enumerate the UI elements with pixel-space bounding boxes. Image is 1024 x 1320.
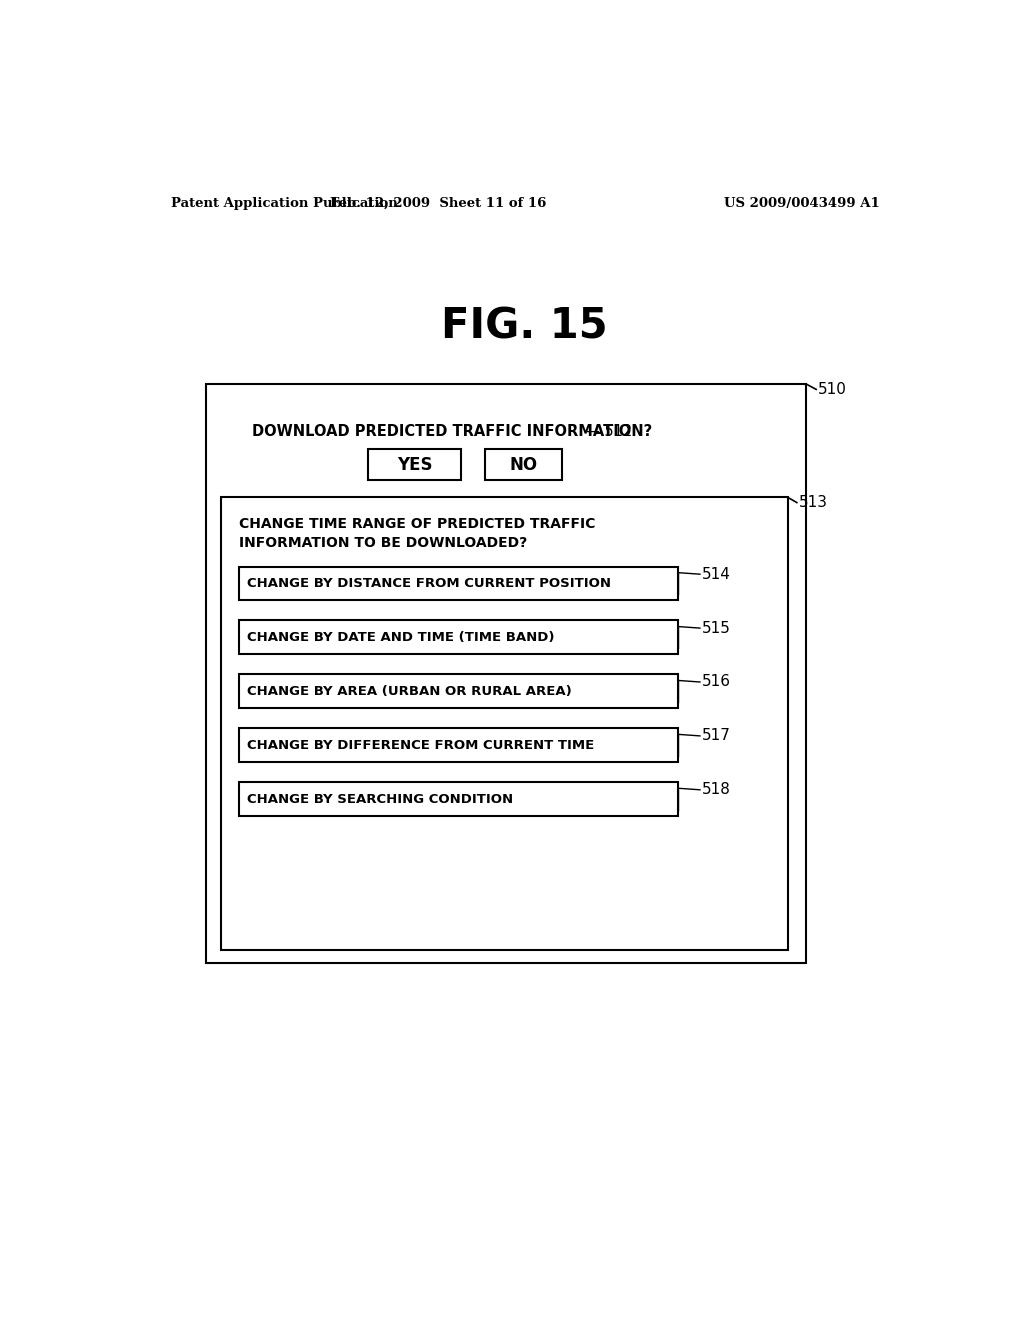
Text: CHANGE BY DISTANCE FROM CURRENT POSITION: CHANGE BY DISTANCE FROM CURRENT POSITION: [247, 577, 610, 590]
Text: YES: YES: [397, 455, 432, 474]
Text: Patent Application Publication: Patent Application Publication: [171, 197, 397, 210]
Text: 515: 515: [701, 620, 730, 636]
Bar: [239, 729, 678, 762]
Text: NO: NO: [509, 455, 538, 474]
Text: CHANGE BY DATE AND TIME (TIME BAND): CHANGE BY DATE AND TIME (TIME BAND): [247, 631, 554, 644]
Text: 517: 517: [701, 729, 730, 743]
Text: Feb. 12, 2009  Sheet 11 of 16: Feb. 12, 2009 Sheet 11 of 16: [330, 197, 546, 210]
Text: CHANGE TIME RANGE OF PREDICTED TRAFFIC: CHANGE TIME RANGE OF PREDICTED TRAFFIC: [239, 517, 595, 531]
Text: 514: 514: [701, 566, 730, 582]
Text: INFORMATION TO BE DOWNLOADED?: INFORMATION TO BE DOWNLOADED?: [239, 536, 527, 550]
Bar: [221, 498, 787, 950]
Bar: [239, 781, 678, 816]
Bar: [369, 449, 461, 480]
Text: FIG. 15: FIG. 15: [441, 305, 608, 347]
Text: US 2009/0043499 A1: US 2009/0043499 A1: [724, 197, 880, 210]
Bar: [206, 384, 806, 964]
Text: 510: 510: [818, 381, 847, 397]
Bar: [239, 675, 678, 708]
Text: CHANGE BY AREA (URBAN OR RURAL AREA): CHANGE BY AREA (URBAN OR RURAL AREA): [247, 685, 571, 698]
Text: 518: 518: [701, 783, 730, 797]
Text: 516: 516: [701, 675, 730, 689]
Bar: [484, 449, 562, 480]
Text: — 512: — 512: [586, 424, 633, 440]
Text: CHANGE BY SEARCHING CONDITION: CHANGE BY SEARCHING CONDITION: [247, 792, 513, 805]
Bar: [239, 566, 678, 601]
Text: CHANGE BY DIFFERENCE FROM CURRENT TIME: CHANGE BY DIFFERENCE FROM CURRENT TIME: [247, 739, 594, 751]
Bar: [239, 620, 678, 655]
Text: DOWNLOAD PREDICTED TRAFFIC INFORMATION?: DOWNLOAD PREDICTED TRAFFIC INFORMATION?: [252, 424, 652, 440]
Text: 513: 513: [799, 495, 827, 510]
